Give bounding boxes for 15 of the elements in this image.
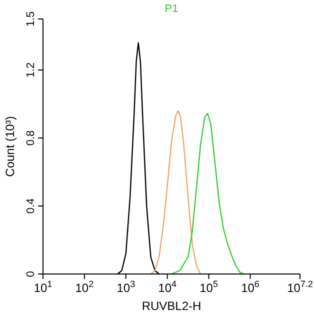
y-tick-label: 0.8 xyxy=(25,130,37,146)
y-axis-title: Count (10³) xyxy=(3,116,17,177)
text: P1 xyxy=(164,3,178,15)
x-tick-label: 10$^{6}$ xyxy=(241,279,260,295)
y-tick-label: 0 xyxy=(25,270,37,278)
y-tick-label: 1.2 xyxy=(25,62,37,78)
x-tick-label: 10$^{5}$ xyxy=(200,279,218,295)
y-tick-label: 0.4 xyxy=(25,198,37,214)
x-tick-label: 10$^{1}$ xyxy=(34,279,52,295)
x-tick-label: 10$^{3}$ xyxy=(116,279,136,295)
y-tick-label: 1.5 xyxy=(25,11,37,27)
x-tick-label: 10$^{4}$ xyxy=(158,279,177,295)
x-tick-label: 10$^{2}$ xyxy=(75,279,94,295)
x-tick-label: 10$^{7.2}$ xyxy=(287,279,313,295)
x-axis-title: RUVBL2-H xyxy=(142,299,202,313)
